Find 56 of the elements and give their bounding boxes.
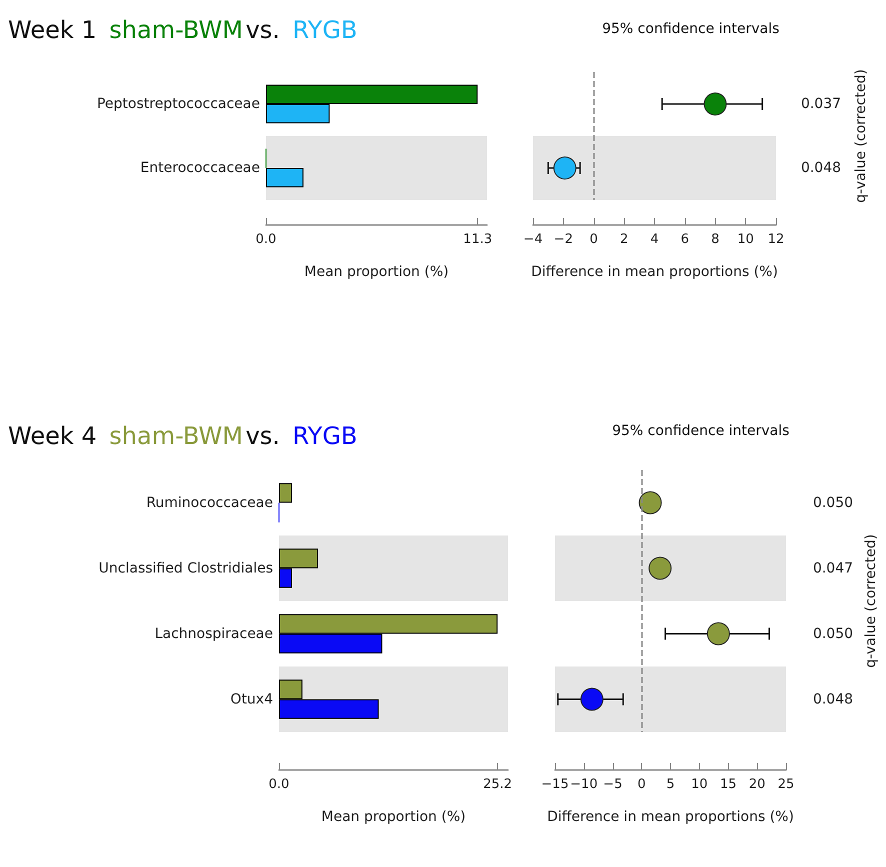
- x-tick-label: 11.3: [463, 232, 492, 247]
- x-tick-label: 10: [737, 232, 754, 247]
- text: 0.037: [800, 96, 842, 112]
- x-tick-label: 25: [778, 777, 794, 792]
- y2-axis-title: q-value (corrected): [863, 534, 879, 668]
- y2-axis-title: q-value (corrected): [853, 69, 869, 203]
- x-tick-label: 20: [748, 777, 766, 792]
- text: RYGB: [292, 16, 358, 44]
- text: Week 1: [8, 16, 97, 44]
- text: vs.: [246, 422, 280, 450]
- point: [706, 622, 730, 646]
- x-tick-label: 0: [590, 232, 598, 247]
- x-tick-label: 4: [650, 232, 659, 247]
- text: Week 4: [8, 422, 97, 450]
- y-tick-label: Lachnospiraceae: [154, 626, 273, 642]
- x-tick-label: −4: [523, 232, 543, 247]
- text: vs.: [246, 16, 280, 44]
- text: 0.047: [812, 560, 854, 576]
- chart-title: 95% confidence intervals: [612, 423, 790, 439]
- point: [580, 688, 604, 711]
- series-label: sham-BWM: [109, 16, 243, 44]
- bar: [279, 483, 292, 503]
- y-tick-label: Enterococcaceae: [140, 160, 260, 176]
- y-tick-label: Ruminococcaceae: [146, 494, 273, 511]
- x-tick-label: 2: [620, 232, 628, 247]
- x-tick-label: 0.0: [268, 777, 290, 792]
- x-tick-label: 12: [768, 232, 784, 247]
- x-tick-label: 6: [680, 232, 690, 247]
- x-tick-label: 0.0: [256, 232, 276, 247]
- x-tick-label: 15: [720, 777, 737, 792]
- text: 0.048: [800, 160, 842, 176]
- y-tick-label: Unclassified Clostridiales: [98, 560, 273, 576]
- x-tick-label: 5: [666, 777, 675, 792]
- point: [648, 556, 672, 580]
- x-tick-label: −2: [554, 232, 573, 247]
- chart-title: 95% confidence intervals: [602, 21, 780, 37]
- text: RYGB: [292, 422, 358, 450]
- y-tick-label: Otux4: [230, 691, 274, 708]
- x-axis-title: Difference in mean proportions (%): [531, 264, 778, 280]
- text: 0.048: [812, 691, 854, 708]
- x-tick-label: 0: [637, 777, 646, 792]
- x-tick-label: −15: [541, 777, 569, 792]
- x-axis-title: Mean proportion (%): [321, 809, 466, 825]
- text: 0.050: [812, 626, 854, 642]
- x-tick-label: 8: [711, 232, 720, 247]
- point: [638, 491, 662, 514]
- x-axis-title: Mean proportion (%): [304, 264, 449, 280]
- x-tick-label: −5: [603, 777, 622, 792]
- y-tick-label: Peptostreptococcaceae: [96, 96, 260, 112]
- x-axis-title: Difference in mean proportions (%): [547, 809, 794, 825]
- text: 0.050: [812, 494, 854, 511]
- x-tick-label: −10: [570, 777, 598, 792]
- x-tick-label: 25.2: [483, 777, 512, 792]
- x-tick-label: 10: [691, 777, 708, 792]
- bar: [266, 168, 304, 188]
- text: sham-BWM: [109, 422, 243, 450]
